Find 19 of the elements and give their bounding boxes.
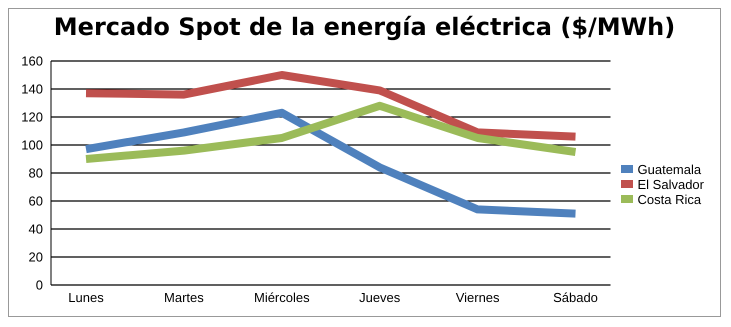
legend-label: El Salvador — [638, 176, 704, 192]
x-tick-label: Viernes — [456, 290, 500, 306]
x-tick-label: Martes — [164, 290, 204, 306]
legend-label: Costa Rica — [638, 192, 702, 206]
x-tick-label: Lunes — [68, 290, 104, 306]
x-tick-label: Sábado — [553, 290, 598, 306]
y-tick-label: 120 — [21, 110, 43, 125]
y-tick-label: 40 — [28, 222, 43, 237]
x-tick-label: Jueves — [359, 290, 401, 306]
y-tick-label: 80 — [28, 166, 43, 181]
y-tick-label: 100 — [21, 138, 43, 153]
x-tick-label: Miércoles — [254, 290, 310, 306]
legend-label: Guatemala — [638, 162, 702, 176]
y-tick-label: 160 — [21, 54, 43, 69]
y-tick-label: 20 — [28, 250, 43, 265]
chart-title: Mercado Spot de la energía eléctrica ($/MWh) — [52, 13, 676, 43]
y-tick-label: 140 — [21, 82, 43, 97]
y-tick-label: 0 — [36, 278, 43, 293]
y-tick-label: 60 — [28, 194, 43, 209]
